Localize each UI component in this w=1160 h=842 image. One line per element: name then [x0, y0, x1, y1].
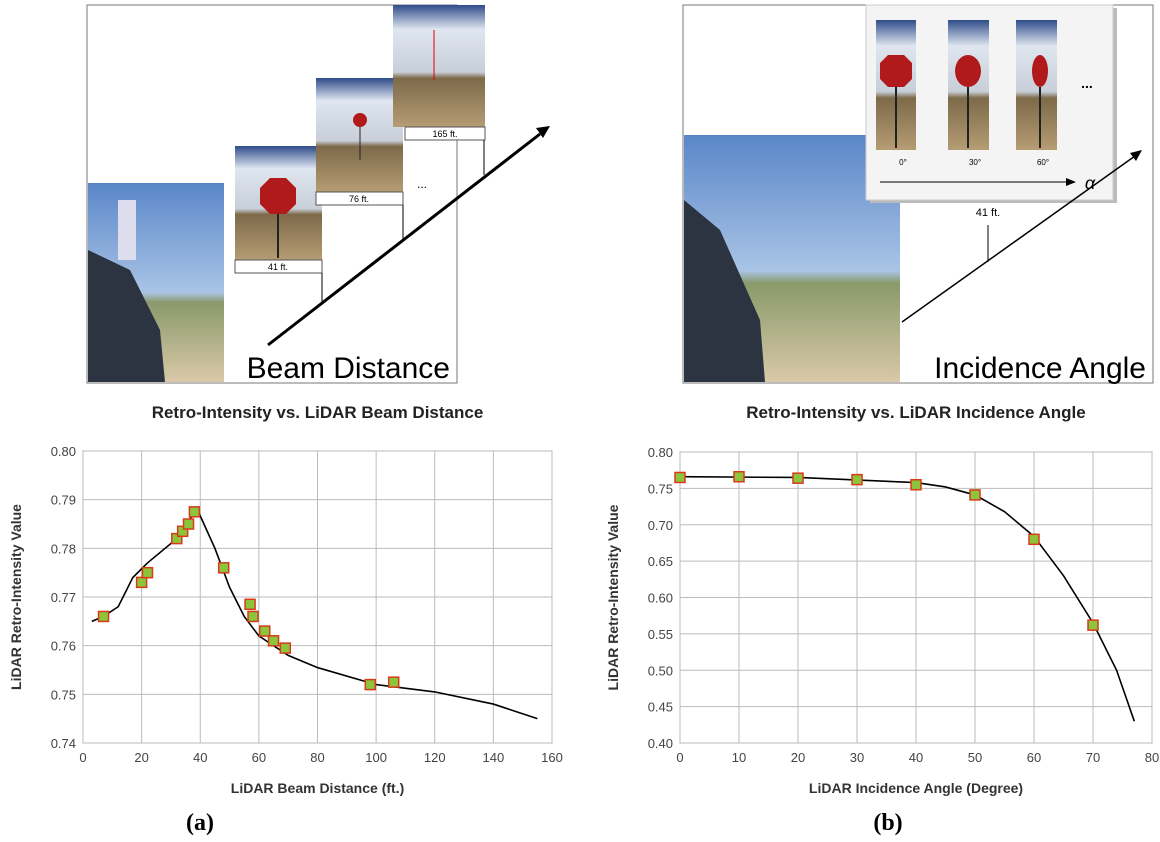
x-tick-label: 40: [193, 750, 207, 765]
x-tick-label: 100: [365, 750, 387, 765]
x-tick-label: 30: [850, 750, 864, 765]
data-point: [389, 677, 399, 687]
data-point: [184, 519, 194, 529]
y-tick-label: 0.80: [648, 445, 673, 460]
y-tick-label: 0.79: [51, 493, 76, 508]
data-point: [280, 643, 290, 653]
data-point: [260, 626, 270, 636]
y-tick-label: 0.60: [648, 591, 673, 606]
data-point: [734, 472, 744, 482]
y-tick-label: 0.77: [51, 590, 76, 605]
figure: 41 ft. 76 ft. 165 ft. ... Beam Distance …: [0, 0, 1160, 837]
stop-photos: [876, 20, 1057, 150]
data-point: [137, 577, 147, 587]
y-tick-label: 0.45: [648, 700, 673, 715]
angle-label: 0°: [899, 158, 907, 167]
x-tick-label: 80: [310, 750, 324, 765]
y-axis-label: LiDAR Retro-Intensity Value: [605, 504, 621, 690]
data-point: [793, 473, 803, 483]
photo-panel-a: 41 ft. 76 ft. 165 ft. ... Beam Distance: [87, 5, 550, 385]
distance-label: 76 ft.: [349, 194, 369, 204]
y-tick-label: 0.75: [51, 687, 76, 702]
photo-label: Incidence Angle: [934, 352, 1146, 385]
angle-label: 60°: [1037, 158, 1049, 167]
x-tick-label: 80: [1145, 750, 1159, 765]
photo-panel-b: 0° 30° 60° ... α 41 ft. Incidence Angle: [683, 5, 1153, 385]
x-tick-label: 50: [968, 750, 982, 765]
x-axis-label: LiDAR Beam Distance (ft.): [231, 780, 404, 796]
x-tick-label: 10: [732, 750, 746, 765]
caption: (a): [186, 810, 214, 836]
x-tick-label: 20: [791, 750, 805, 765]
x-tick-label: 70: [1086, 750, 1100, 765]
distance-label: 41 ft.: [976, 207, 1000, 219]
data-point: [189, 507, 199, 517]
data-point: [970, 490, 980, 500]
distance-label: 41 ft.: [268, 262, 288, 272]
y-tick-label: 0.40: [648, 736, 673, 751]
caption: (b): [873, 810, 902, 836]
data-point: [911, 480, 921, 490]
data-point: [245, 599, 255, 609]
x-tick-label: 60: [252, 750, 266, 765]
x-tick-label: 120: [424, 750, 446, 765]
x-tick-label: 0: [676, 750, 683, 765]
y-tick-label: 0.74: [51, 736, 76, 751]
ellipsis: ...: [417, 177, 427, 191]
data-point: [142, 568, 152, 578]
data-point: [1088, 620, 1098, 630]
y-tick-label: 0.70: [648, 518, 673, 533]
x-tick-label: 60: [1027, 750, 1041, 765]
x-axis-label: LiDAR Incidence Angle (Degree): [809, 780, 1023, 796]
photo-76: [316, 78, 403, 205]
data-point: [675, 472, 685, 482]
ellipsis: ...: [1081, 75, 1093, 91]
x-tick-label: 40: [909, 750, 923, 765]
data-point: [1029, 534, 1039, 544]
distance-label: 165 ft.: [432, 129, 457, 139]
data-point: [365, 680, 375, 690]
y-tick-label: 0.78: [51, 541, 76, 556]
data-point: [852, 475, 862, 485]
data-point: [269, 636, 279, 646]
data-point: [248, 611, 258, 621]
angle-label: 30°: [969, 158, 981, 167]
y-axis-label: LiDAR Retro-Intensity Value: [8, 504, 24, 690]
photo-165: [393, 5, 485, 140]
chart-title: Retro-Intensity vs. LiDAR Beam Distance: [152, 403, 484, 422]
x-tick-label: 20: [134, 750, 148, 765]
y-tick-label: 0.50: [648, 663, 673, 678]
data-point: [219, 563, 229, 573]
photo-label: Beam Distance: [247, 352, 450, 385]
y-tick-label: 0.75: [648, 481, 673, 496]
data-point: [99, 611, 109, 621]
y-tick-label: 0.65: [648, 554, 673, 569]
chart-title: Retro-Intensity vs. LiDAR Incidence Angl…: [746, 403, 1085, 422]
photo-41: [235, 146, 322, 273]
y-tick-label: 0.80: [51, 444, 76, 459]
x-tick-label: 160: [541, 750, 563, 765]
y-tick-label: 0.76: [51, 639, 76, 654]
x-tick-label: 140: [483, 750, 505, 765]
x-tick-label: 0: [79, 750, 86, 765]
y-tick-label: 0.55: [648, 627, 673, 642]
